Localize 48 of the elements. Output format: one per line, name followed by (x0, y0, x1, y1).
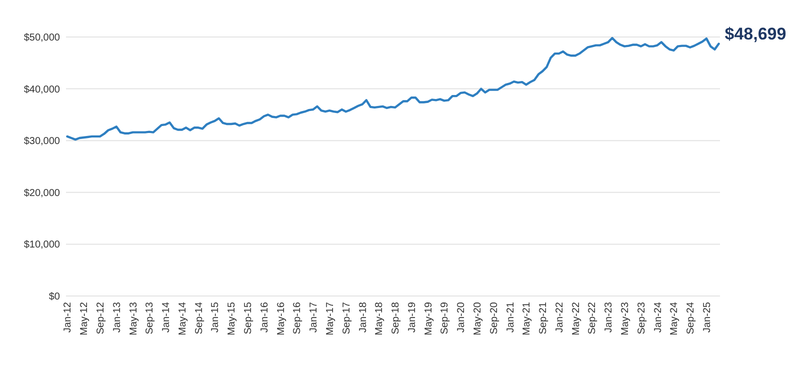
x-tick-label: May-15 (226, 302, 238, 336)
x-tick-label: Jan-21 (505, 302, 516, 333)
x-tick-label: Sep-17 (341, 302, 352, 334)
y-tick-label: $30,000 (24, 136, 60, 148)
x-tick-label: Jan-24 (652, 302, 664, 333)
x-tick-label: May-18 (374, 302, 386, 336)
x-tick-label: Sep-16 (292, 302, 304, 334)
x-tick-label: Jan-19 (406, 302, 418, 333)
x-tick-label: Sep-20 (488, 302, 500, 334)
x-tick-label: Jan-17 (308, 302, 320, 333)
x-tick-label: Jan-20 (456, 302, 468, 333)
x-tick-label: Sep-13 (144, 302, 156, 334)
x-tick-label: Sep-22 (587, 302, 598, 334)
x-tick-label: Jan-25 (702, 302, 713, 333)
y-tick-label: $50,000 (24, 32, 60, 44)
x-tick-label: May-17 (324, 302, 336, 336)
x-tick-label: Sep-18 (390, 302, 402, 334)
x-tick-label: Sep-23 (636, 302, 648, 334)
x-tick-label: May-19 (423, 302, 434, 336)
x-tick-label: May-13 (128, 302, 140, 336)
x-tick-label: Jan-22 (554, 302, 566, 333)
y-tick-label: $20,000 (24, 188, 60, 199)
y-tick-label: $0 (48, 292, 60, 302)
y-tick-label: $10,000 (24, 240, 60, 251)
x-tick-label: Jan-12 (62, 302, 74, 333)
x-tick-label: May-16 (276, 302, 287, 336)
x-tick-label: Jan-18 (358, 302, 369, 333)
x-tick-label: Jan-15 (210, 302, 222, 333)
x-tick-label: Sep-24 (686, 302, 697, 334)
y-tick-label: $40,000 (24, 84, 60, 96)
x-tick-label: Jan-16 (259, 302, 270, 333)
text: $48,699 (724, 24, 786, 44)
x-tick-label: Sep-21 (538, 302, 550, 334)
x-tick-label: Sep-12 (96, 302, 107, 334)
x-tick-label: Sep-19 (440, 302, 451, 334)
x-tick-label: May-22 (570, 302, 582, 336)
x-tick-label: Jan-14 (161, 302, 172, 333)
x-tick-label: Jan-13 (112, 302, 123, 333)
x-tick-label: May-12 (79, 302, 90, 336)
x-tick-label: May-24 (669, 302, 680, 336)
x-tick-label: May-21 (522, 302, 533, 336)
x-tick-label: Sep-14 (194, 302, 205, 334)
x-tick-label: May-14 (177, 302, 188, 336)
line-series (66, 36, 720, 141)
x-tick-label: Sep-15 (243, 302, 254, 334)
x-tick-label: May-23 (620, 302, 632, 336)
x-tick-label: Jan-23 (604, 302, 615, 333)
x-tick-label: May-20 (472, 302, 484, 336)
